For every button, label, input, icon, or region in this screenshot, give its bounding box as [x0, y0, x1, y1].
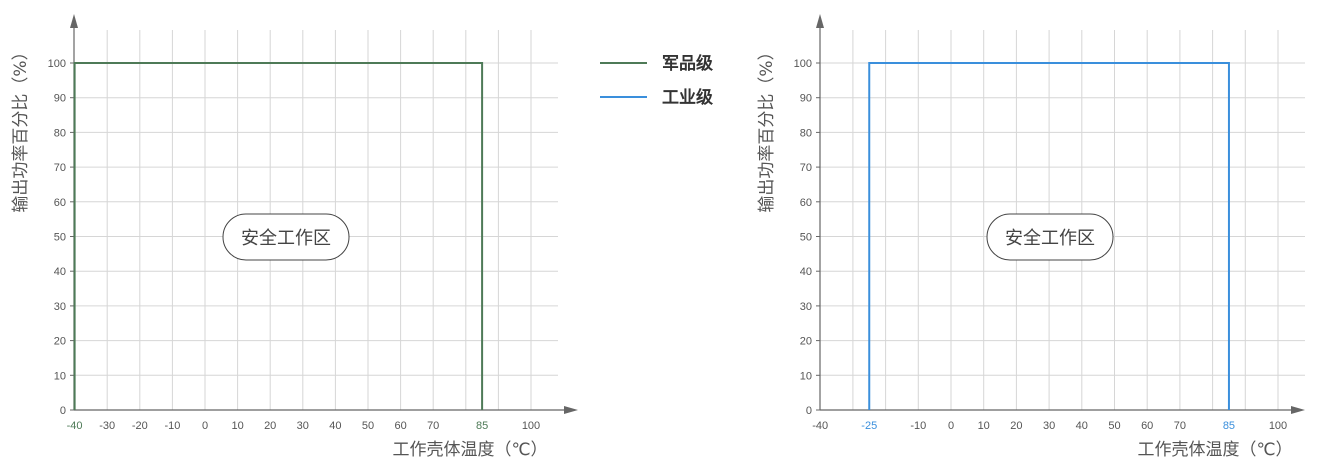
- x-tick-label: -10: [910, 420, 926, 432]
- y-tick-label: 20: [54, 336, 66, 348]
- y-axis-title: 输出功率百分比（%）: [11, 43, 31, 212]
- x-tick-label: 50: [362, 420, 374, 432]
- y-tick-label: 100: [48, 58, 66, 70]
- y-tick-label: 0: [806, 405, 812, 417]
- x-axis-title: 工作壳体温度（℃）: [392, 440, 547, 460]
- y-tick-label: 50: [54, 232, 66, 244]
- y-axis-title: 输出功率百分比（%）: [757, 43, 777, 212]
- x-tick-label: -10: [164, 420, 180, 432]
- y-tick-label: 0: [60, 405, 66, 417]
- chart-military: 0 10 20 30 40 50 60 70 80 90 100 -40 -30 -20 -10 0 10 20 3…: [11, 14, 578, 460]
- x-tick-label: 85: [476, 420, 488, 432]
- x-tick-label: 85: [1223, 420, 1235, 432]
- x-tick-label: 70: [1174, 420, 1186, 432]
- y-tick-label: 80: [54, 127, 66, 139]
- legend-label-industrial: 工业级: [662, 87, 713, 108]
- x-axis-arrow: [564, 406, 578, 414]
- y-tick-label: 10: [800, 370, 812, 382]
- safe-zone-label: 安全工作区: [241, 228, 331, 249]
- y-tick-label: 90: [54, 93, 66, 105]
- y-tick-label: 100: [794, 58, 812, 70]
- y-tick-label: 70: [800, 162, 812, 174]
- x-tick-label: 40: [329, 420, 341, 432]
- safe-zone-label: 安全工作区: [1005, 228, 1095, 249]
- x-tick-label: 50: [1108, 420, 1120, 432]
- chart-industrial: 0 10 20 30 40 50 60 70 80 90 100 -40 -25 -10 0 10 20 30 40…: [757, 14, 1305, 460]
- y-tick-label: 20: [800, 336, 812, 348]
- y-tick-label: 70: [54, 162, 66, 174]
- y-tick-label: 40: [54, 266, 66, 278]
- x-tick-label: 20: [1010, 420, 1022, 432]
- x-tick-label: 60: [1141, 420, 1153, 432]
- x-tick-label: 30: [1043, 420, 1055, 432]
- safe-zone-badge: [222, 213, 350, 261]
- y-axis-arrow: [70, 14, 78, 28]
- legend: 军品级 工业级: [600, 53, 713, 108]
- x-tick-label: 100: [522, 420, 540, 432]
- x-axis-title: 工作壳体温度（℃）: [1137, 440, 1292, 460]
- x-tick-label: 0: [202, 420, 208, 432]
- series-line: [73, 62, 484, 410]
- x-tick-label: 100: [1269, 420, 1287, 432]
- x-tick-label: 40: [1076, 420, 1088, 432]
- x-tick-label: -30: [99, 420, 115, 432]
- x-tick-label: 10: [978, 420, 990, 432]
- x-tick-label: -25: [861, 420, 877, 432]
- y-tick-label: 30: [54, 301, 66, 313]
- x-tick-label: -40: [67, 420, 83, 432]
- y-tick-label: 90: [800, 93, 812, 105]
- y-tick-label: 60: [800, 197, 812, 209]
- x-tick-label: 60: [394, 420, 406, 432]
- x-tick-label: 20: [264, 420, 276, 432]
- legend-label-military: 军品级: [662, 53, 713, 74]
- y-tick-label: 60: [54, 197, 66, 209]
- y-tick-label: 80: [800, 127, 812, 139]
- x-tick-label: 10: [231, 420, 243, 432]
- y-tick-label: 30: [800, 301, 812, 313]
- safe-zone-badge: [986, 213, 1114, 261]
- y-tick-label: 40: [800, 266, 812, 278]
- x-tick-label: -20: [132, 420, 148, 432]
- y-tick-label: 10: [54, 370, 66, 382]
- x-axis-arrow: [1291, 406, 1305, 414]
- x-tick-label: 30: [297, 420, 309, 432]
- x-tick-label: 70: [427, 420, 439, 432]
- y-axis-arrow: [816, 14, 824, 28]
- x-tick-label: 0: [948, 420, 954, 432]
- y-tick-label: 50: [800, 232, 812, 244]
- x-tick-label: -40: [812, 420, 828, 432]
- series-line: [868, 62, 1230, 410]
